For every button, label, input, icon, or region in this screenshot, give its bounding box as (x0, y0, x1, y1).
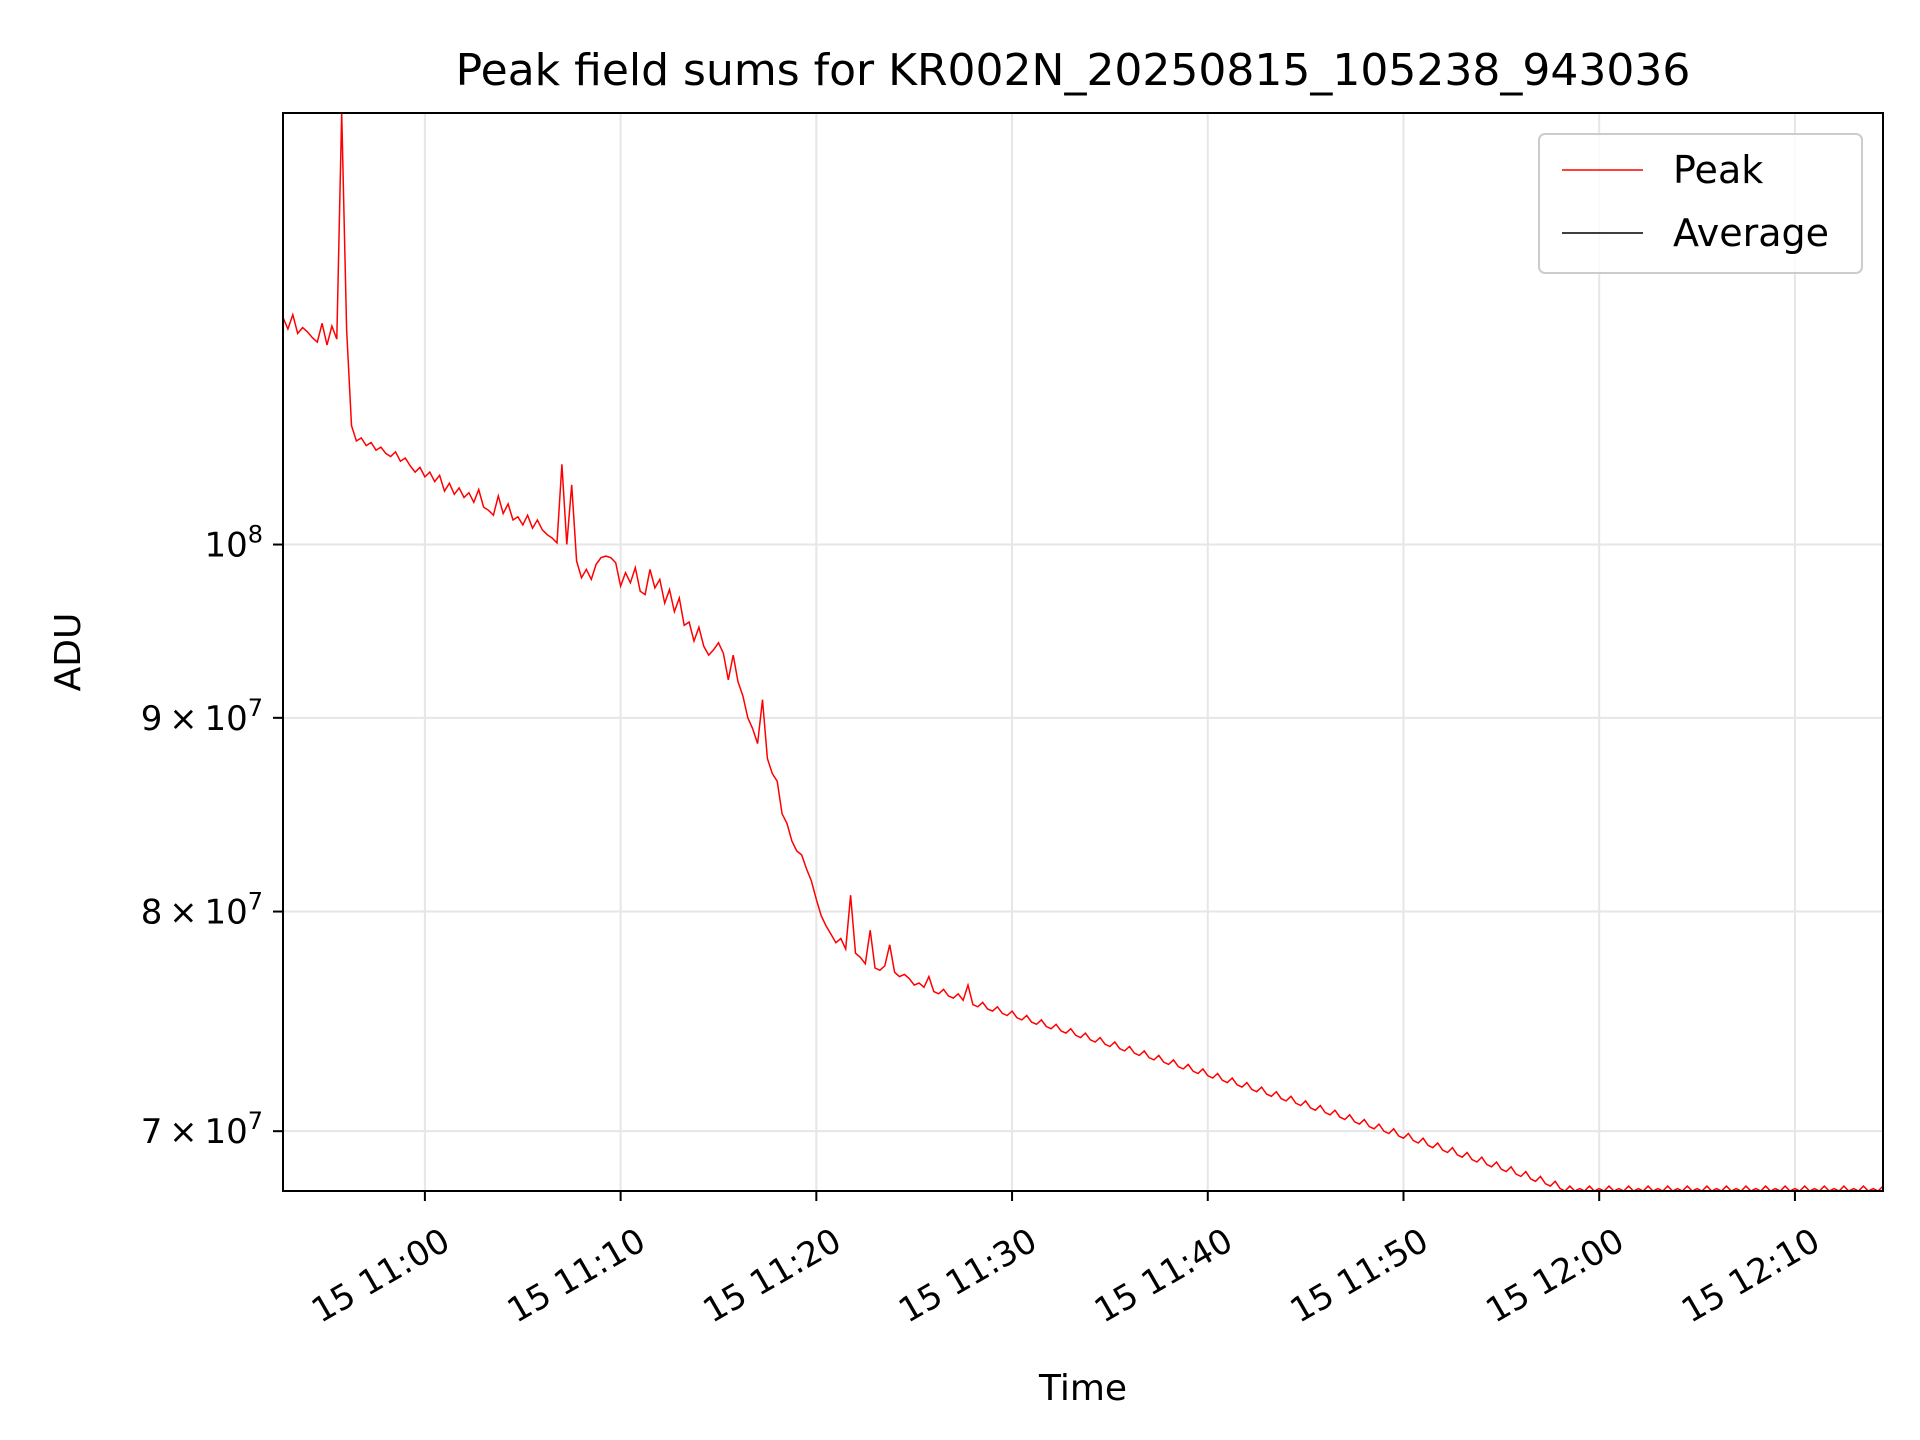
y-tick-label: 108 (204, 521, 263, 566)
legend-label-peak: Peak (1673, 148, 1763, 192)
y-axis-title: ADU (48, 613, 89, 692)
y-tick-label: 7 × 107 (141, 1107, 263, 1152)
y-tick-label: 8 × 107 (141, 888, 263, 933)
legend-label-average: Average (1673, 211, 1829, 255)
legend-box (1538, 133, 1863, 274)
chart-title: Peak field sums for KR002N_20250815_1052… (456, 45, 1691, 96)
x-axis-title: Time (1038, 1368, 1127, 1409)
y-tick-label: 9 × 107 (141, 694, 263, 739)
y-axis-ticks: 7 × 107 8 × 107 9 × 107 108 (141, 521, 283, 1152)
plot-frame (282, 112, 1884, 1192)
series-layer (283, 113, 1883, 1191)
series-line-peak (283, 113, 1883, 1191)
grid (283, 113, 1883, 1191)
legend: Peak Average (1538, 133, 1863, 274)
